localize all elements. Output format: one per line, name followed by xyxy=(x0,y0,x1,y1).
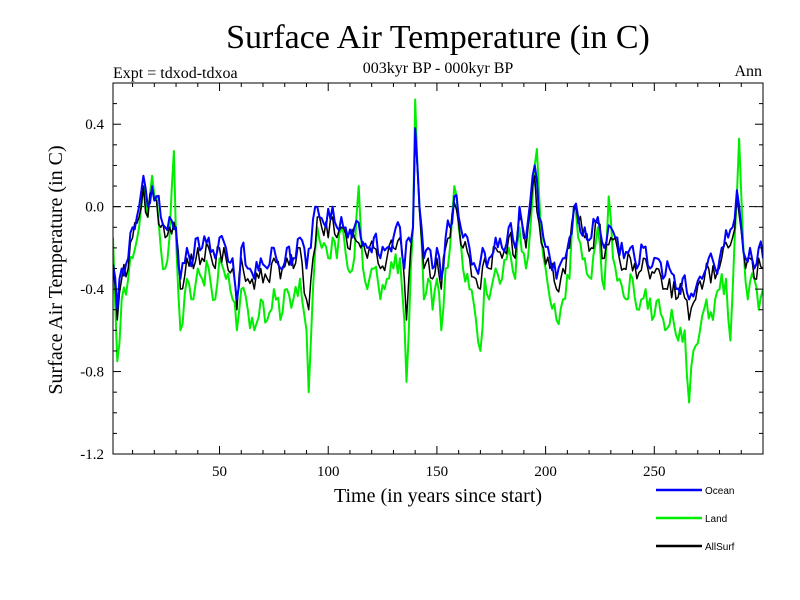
x-tick-label: 100 xyxy=(317,464,340,480)
x-axis-label: Time (in years since start) xyxy=(334,485,542,507)
plot-area: 50 100 150 200 250 -1.2 -0.8 -0.4 0.0 0.4 xyxy=(80,82,764,480)
x-tick-label: 200 xyxy=(534,464,557,480)
y-tick-label: -0.4 xyxy=(80,282,104,298)
y-tick-label: 0.4 xyxy=(85,117,104,133)
series-group xyxy=(113,98,763,404)
x-tick-label: 250 xyxy=(643,464,666,480)
season-label: Ann xyxy=(734,63,762,80)
series-line-land xyxy=(113,98,763,404)
chart-title: Surface Air Temperature (in C) xyxy=(226,19,650,56)
series-line-ocean xyxy=(113,127,763,311)
series-line-allsurf xyxy=(113,133,763,321)
legend-label-land: Land xyxy=(705,514,727,525)
experiment-label: Expt = tdxod-tdxoa xyxy=(113,65,238,82)
legend-label-ocean: Ocean xyxy=(705,486,734,497)
x-tick-label: 150 xyxy=(426,464,449,480)
y-axis-label: Surface Air Temperature (in C) xyxy=(45,145,67,394)
y-tick-label: 0.0 xyxy=(85,200,104,216)
y-tick-label: -0.8 xyxy=(80,365,104,381)
chart-subtitle: 003kyr BP - 000kyr BP xyxy=(363,60,514,77)
legend-label-allsurf: AllSurf xyxy=(705,542,735,553)
x-tick-label: 50 xyxy=(212,464,227,480)
legend: Ocean Land AllSurf xyxy=(656,486,735,553)
y-tick-label: -1.2 xyxy=(80,447,104,463)
